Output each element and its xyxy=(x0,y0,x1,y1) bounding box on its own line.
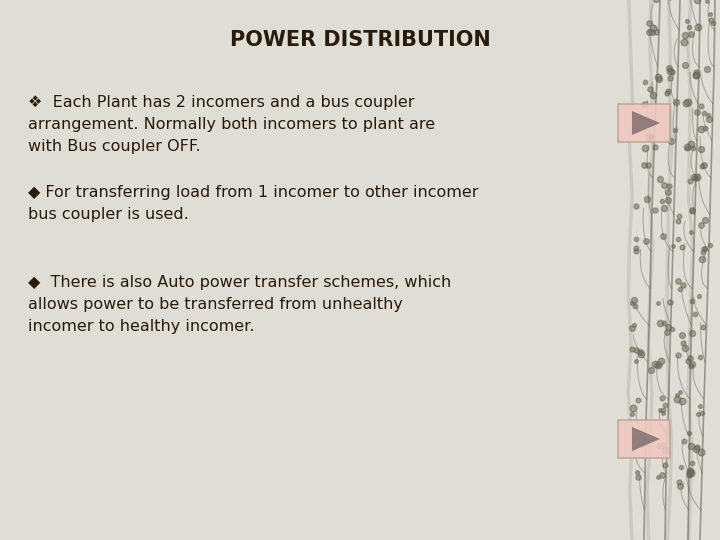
Text: ◆  There is also Auto power transfer schemes, which: ◆ There is also Auto power transfer sche… xyxy=(28,275,451,290)
Text: allows power to be transferred from unhealthy: allows power to be transferred from unhe… xyxy=(28,297,403,312)
Text: ❖  Each Plant has 2 incomers and a bus coupler: ❖ Each Plant has 2 incomers and a bus co… xyxy=(28,95,415,110)
Text: incomer to healthy incomer.: incomer to healthy incomer. xyxy=(28,319,254,334)
Text: with Bus coupler OFF.: with Bus coupler OFF. xyxy=(28,139,201,154)
Bar xyxy=(618,104,670,142)
Bar xyxy=(618,420,670,458)
Text: POWER DISTRIBUTION: POWER DISTRIBUTION xyxy=(230,30,490,50)
Polygon shape xyxy=(632,111,660,135)
Text: arrangement. Normally both incomers to plant are: arrangement. Normally both incomers to p… xyxy=(28,117,435,132)
Text: ◆ For transferring load from 1 incomer to other incomer: ◆ For transferring load from 1 incomer t… xyxy=(28,185,479,200)
Polygon shape xyxy=(632,427,660,451)
Text: bus coupler is used.: bus coupler is used. xyxy=(28,207,189,222)
